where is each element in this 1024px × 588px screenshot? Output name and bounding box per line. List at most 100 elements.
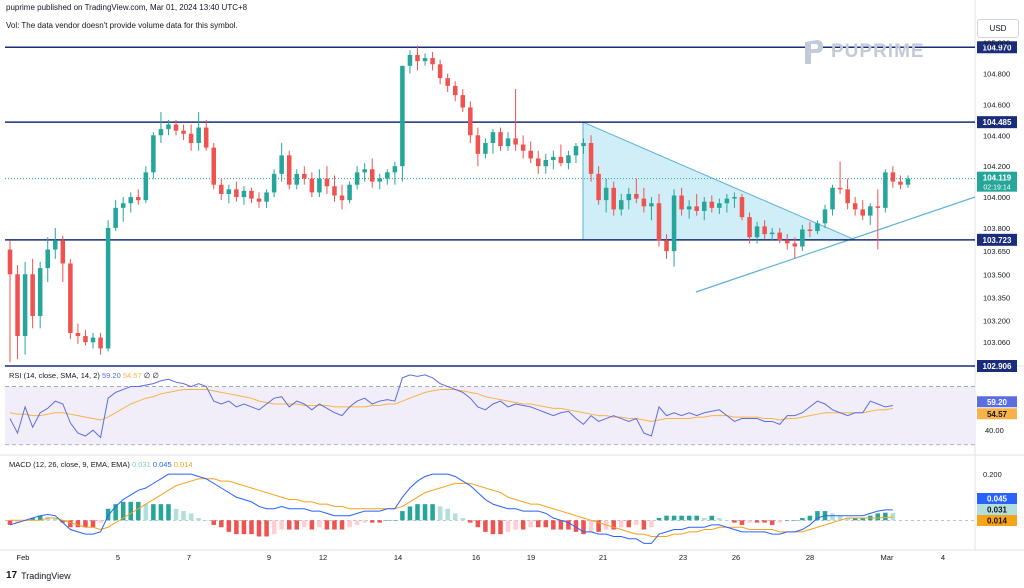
candle-body bbox=[686, 206, 692, 210]
currency-button[interactable]: USD bbox=[977, 19, 1019, 38]
candle-body bbox=[286, 155, 292, 185]
candle-body bbox=[611, 187, 616, 210]
brand-logo: PUPRIME bbox=[803, 38, 925, 66]
macd-histogram-bar bbox=[347, 520, 352, 528]
candle-body bbox=[37, 268, 43, 316]
candle-body bbox=[53, 240, 58, 250]
rsi-title: RSI (14, close, SMA, 14, 2) bbox=[9, 371, 100, 380]
candle-body bbox=[219, 184, 224, 194]
candle-body bbox=[203, 127, 209, 148]
candle-body bbox=[566, 155, 571, 164]
candle-body bbox=[30, 274, 35, 316]
macd-histogram-bar bbox=[173, 508, 179, 521]
candle-body bbox=[498, 132, 503, 147]
macd-histogram-bar bbox=[581, 520, 586, 535]
rsi-ma-line bbox=[9, 388, 894, 422]
time-tick-label: 28 bbox=[806, 553, 814, 562]
time-tick-label: 12 bbox=[319, 553, 327, 562]
price-tick-label: 103.060 bbox=[983, 338, 1010, 347]
candle-body bbox=[551, 156, 556, 160]
price-tick-label: 103.350 bbox=[983, 293, 1010, 302]
level-price-tag bbox=[977, 233, 1017, 246]
macd-histogram-bar bbox=[468, 520, 473, 523]
price-tick-label: 105.000 bbox=[983, 39, 1010, 48]
macd-histogram-bar bbox=[392, 520, 398, 521]
macd-histogram-bar bbox=[271, 520, 277, 535]
candle-body bbox=[822, 209, 828, 224]
rsi-band-fill bbox=[5, 386, 975, 445]
candle-body bbox=[211, 147, 217, 185]
macd-histogram-bar bbox=[422, 504, 428, 521]
time-tick-label: 14 bbox=[394, 553, 402, 562]
rsi-line bbox=[9, 374, 894, 439]
macd-histogram-bar bbox=[332, 520, 337, 530]
time-tick-label: 4 bbox=[941, 553, 945, 562]
macd-histogram-bar bbox=[483, 520, 488, 532]
macd-histogram-bar bbox=[656, 518, 662, 521]
candle-body bbox=[445, 78, 450, 86]
candle-body bbox=[784, 240, 790, 244]
candle-body bbox=[128, 197, 134, 204]
rsi-value-tag bbox=[977, 396, 1017, 408]
macd-histogram-bar bbox=[75, 520, 81, 528]
macd-histogram-bar bbox=[724, 520, 730, 521]
price-tick-label: 104.400 bbox=[983, 131, 1010, 140]
candle-body bbox=[656, 203, 662, 241]
macd-histogram-bar bbox=[611, 520, 616, 530]
macd-histogram-bar bbox=[98, 520, 103, 523]
candle-body bbox=[362, 169, 367, 173]
macd-histogram-bar bbox=[45, 516, 50, 521]
candle-body bbox=[777, 232, 782, 241]
rsi-tick-label: 40.00 bbox=[985, 426, 1004, 435]
time-tick-label: 19 bbox=[527, 553, 535, 562]
macd-histogram-bar bbox=[256, 520, 262, 537]
macd-value-tag bbox=[977, 515, 1017, 526]
candle-body bbox=[483, 143, 488, 154]
macd-signal-value: 0.014 bbox=[173, 460, 193, 469]
price-tick-label: 103.200 bbox=[983, 317, 1010, 326]
candle-body bbox=[528, 150, 533, 159]
macd-signal-line bbox=[10, 478, 893, 537]
ascending-trendline bbox=[695, 196, 976, 293]
current-price-label: 104.119 bbox=[983, 174, 1012, 183]
macd-histogram-bar bbox=[815, 511, 820, 521]
macd-histogram-bar bbox=[520, 520, 526, 530]
candle-body bbox=[717, 203, 722, 208]
level-price-label: 104.485 bbox=[983, 118, 1012, 127]
macd-histogram-bar bbox=[317, 520, 322, 528]
candle-body bbox=[649, 203, 654, 207]
macd-histogram-bar bbox=[551, 520, 556, 530]
candle-body bbox=[792, 243, 798, 247]
macd-histogram-bar bbox=[875, 513, 881, 521]
candle-body bbox=[769, 232, 775, 235]
candle-body bbox=[513, 138, 518, 145]
macd-histogram-bar bbox=[226, 520, 232, 532]
macd-histogram-bar bbox=[445, 508, 450, 521]
candle-body bbox=[392, 166, 398, 173]
macd-histogram-bar bbox=[883, 512, 888, 521]
level-price-label: 102.906 bbox=[983, 362, 1012, 371]
macd-histogram-bar bbox=[754, 520, 760, 523]
candle-body bbox=[68, 263, 73, 333]
candle-body bbox=[437, 64, 443, 79]
macd-histogram-bar bbox=[37, 515, 43, 521]
macd-histogram-bar bbox=[792, 520, 798, 521]
macd-histogram-bar bbox=[694, 515, 699, 521]
candle-body bbox=[701, 201, 707, 211]
macd-histogram-bar bbox=[686, 515, 692, 521]
macd-histogram-bar bbox=[475, 520, 481, 528]
candle-body bbox=[468, 107, 473, 136]
candle-body bbox=[460, 95, 466, 108]
candle-body bbox=[188, 133, 194, 144]
macd-histogram-bar bbox=[558, 520, 564, 530]
macd-histogram-bar bbox=[845, 518, 850, 521]
macd-histogram-bar bbox=[596, 520, 601, 532]
rsi-ma-tag bbox=[977, 408, 1017, 420]
macd-histogram-bar bbox=[158, 504, 164, 521]
macd-histogram-bar bbox=[136, 501, 141, 521]
macd-histogram-bar bbox=[671, 515, 677, 521]
candle-body bbox=[324, 178, 330, 187]
price-tick-label: 104.800 bbox=[983, 70, 1010, 79]
level-price-tag bbox=[977, 116, 1017, 129]
